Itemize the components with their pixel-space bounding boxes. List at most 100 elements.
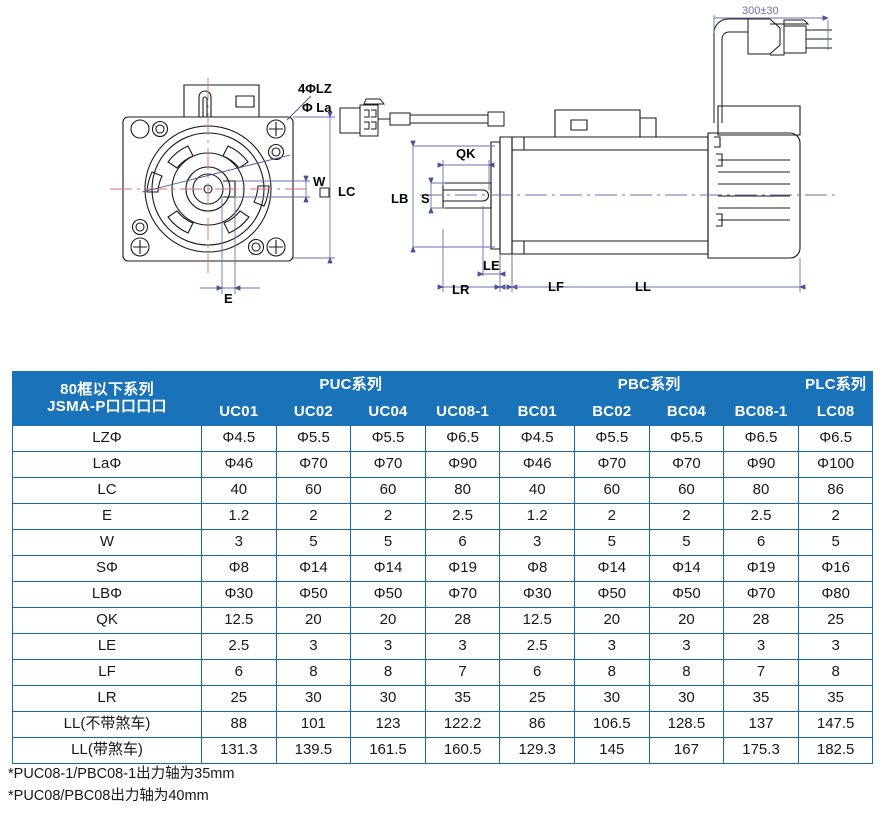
table-cell: Φ50 bbox=[574, 581, 650, 608]
table-cell: Φ50 bbox=[275, 581, 352, 608]
cable-and-connector bbox=[713, 18, 832, 123]
table-cell: 167 bbox=[648, 737, 725, 764]
motor-dimension-drawing: 4ΦLZ Φ La W LC E LB S QK LE LR LF LL 300… bbox=[110, 5, 840, 306]
table-cell: Φ19 bbox=[424, 555, 501, 582]
technical-drawing: 4ΦLZ Φ La W LC E LB S QK LE LR LF LL 300… bbox=[0, 0, 885, 360]
footnotes: *PUC08-1/PBC08-1出力轴为35mm *PUC08/PBC08出力轴… bbox=[8, 763, 868, 808]
table-cell: 35 bbox=[797, 685, 874, 712]
table-cell: Φ70 bbox=[350, 451, 426, 478]
table-row: LF 6 8 8 7 6 8 8 7 8 bbox=[12, 659, 874, 686]
table-cell: 101 bbox=[275, 711, 352, 738]
table-cell: 86 bbox=[797, 477, 874, 504]
row-label: LL(不带煞车) bbox=[12, 711, 202, 738]
table-cell: 3 bbox=[723, 633, 799, 660]
table-cell: Φ50 bbox=[350, 581, 426, 608]
table-cell: 5 bbox=[574, 529, 650, 556]
corner-line-1: 80框以下系列 bbox=[60, 381, 154, 398]
table-row: E 1.2 2 2 2.5 1.2 2 2 2.5 2 bbox=[12, 503, 874, 530]
table-cell: 5 bbox=[350, 529, 426, 556]
table-cell: Φ5.5 bbox=[574, 425, 650, 452]
table-cell: 25 bbox=[797, 607, 874, 634]
model-header-lc08: LC08 bbox=[797, 398, 874, 426]
table-cell: 2.5 bbox=[499, 633, 576, 660]
dimension-lines bbox=[141, 15, 829, 294]
table-cell: 30 bbox=[275, 685, 352, 712]
row-label: LF bbox=[12, 659, 202, 686]
footnote-1: *PUC08-1/PBC08-1出力轴为35mm bbox=[8, 766, 235, 782]
table-cell: 139.5 bbox=[275, 737, 352, 764]
row-label: SΦ bbox=[12, 555, 202, 582]
table-cell: Φ70 bbox=[424, 581, 501, 608]
label-key-length: QK bbox=[456, 146, 476, 161]
table-cell: 60 bbox=[574, 477, 650, 504]
table-cell: Φ19 bbox=[723, 555, 799, 582]
table-row: SΦ Φ8 Φ14 Φ14 Φ19 Φ8 Φ14 Φ14 Φ19 Φ16 bbox=[12, 555, 874, 582]
row-label: LC bbox=[12, 477, 202, 504]
table-cell: 3 bbox=[797, 633, 874, 660]
table-cell: Φ90 bbox=[424, 451, 501, 478]
table-cell: 30 bbox=[648, 685, 725, 712]
table-cell: Φ5.5 bbox=[350, 425, 426, 452]
table-cell: 20 bbox=[275, 607, 352, 634]
table-cell: 131.3 bbox=[201, 737, 277, 764]
table-cell: Φ30 bbox=[201, 581, 277, 608]
table-cell: Φ70 bbox=[723, 581, 799, 608]
row-label: LaΦ bbox=[12, 451, 202, 478]
model-header-bc01: BC01 bbox=[499, 398, 576, 426]
table-row: LaΦ Φ46 Φ70 Φ70 Φ90 Φ46 Φ70 Φ70 Φ90 Φ100 bbox=[12, 451, 874, 478]
table-cell: 2.5 bbox=[201, 633, 277, 660]
table-cell: 106.5 bbox=[574, 711, 650, 738]
row-label: E bbox=[12, 503, 202, 530]
label-shaft-length: LR bbox=[452, 282, 470, 297]
table-cell: 3 bbox=[499, 529, 576, 556]
table-cell: 5 bbox=[275, 529, 352, 556]
table-cell: 160.5 bbox=[424, 737, 501, 764]
label-shaft-diameter: S bbox=[421, 191, 430, 206]
table-cell: 20 bbox=[648, 607, 725, 634]
table-cell: 20 bbox=[574, 607, 650, 634]
specification-table-container: 80框以下系列 JSMA-P口口口口 PUC系列 PBC系列 PLC系列 UC0… bbox=[12, 371, 874, 764]
table-cell: 30 bbox=[574, 685, 650, 712]
row-label: LZΦ bbox=[12, 425, 202, 452]
table-cell: 6 bbox=[723, 529, 799, 556]
front-cable-connector bbox=[339, 98, 505, 137]
table-cell: Φ50 bbox=[648, 581, 725, 608]
table-cell: 147.5 bbox=[797, 711, 874, 738]
table-cell: 35 bbox=[424, 685, 501, 712]
table-cell: 6 bbox=[424, 529, 501, 556]
label-overall-length: LL bbox=[635, 279, 651, 294]
table-cell: 28 bbox=[424, 607, 501, 634]
square-symbol-icon bbox=[319, 187, 330, 198]
table-cell: 2 bbox=[350, 503, 426, 530]
table-cell: Φ4.5 bbox=[499, 425, 576, 452]
row-label: LR bbox=[12, 685, 202, 712]
table-row: LBΦ Φ30 Φ50 Φ50 Φ70 Φ30 Φ50 Φ50 Φ70 Φ80 bbox=[12, 581, 874, 608]
table-cell: 5 bbox=[797, 529, 874, 556]
table-corner-header: 80框以下系列 JSMA-P口口口口 bbox=[12, 371, 202, 426]
table-cell: 8 bbox=[648, 659, 725, 686]
table-cell: 161.5 bbox=[350, 737, 426, 764]
footnote-2: *PUC08/PBC08出力轴为40mm bbox=[8, 788, 209, 805]
table-cell: 7 bbox=[723, 659, 799, 686]
table-cell: Φ14 bbox=[275, 555, 352, 582]
model-header-uc01: UC01 bbox=[201, 398, 277, 426]
row-label: W bbox=[12, 529, 202, 556]
table-cell: 25 bbox=[499, 685, 576, 712]
table-cell: 6 bbox=[499, 659, 576, 686]
table-cell: 3 bbox=[574, 633, 650, 660]
table-cell: 2.5 bbox=[723, 503, 799, 530]
label-key-width: W bbox=[313, 174, 326, 189]
side-view-motor bbox=[442, 105, 801, 259]
table-cell: Φ90 bbox=[723, 451, 799, 478]
table-cell: 123 bbox=[350, 711, 426, 738]
row-label: LE bbox=[12, 633, 202, 660]
table-cell: 12.5 bbox=[201, 607, 277, 634]
table-cell: 2 bbox=[275, 503, 352, 530]
table-cell: 25 bbox=[201, 685, 277, 712]
row-label: QK bbox=[12, 607, 202, 634]
row-label: LL(带煞车) bbox=[12, 737, 202, 764]
table-cell: Φ5.5 bbox=[275, 425, 352, 452]
table-row: LC 40 60 60 80 40 60 60 80 86 bbox=[12, 477, 874, 504]
row-label: LBΦ bbox=[12, 581, 202, 608]
